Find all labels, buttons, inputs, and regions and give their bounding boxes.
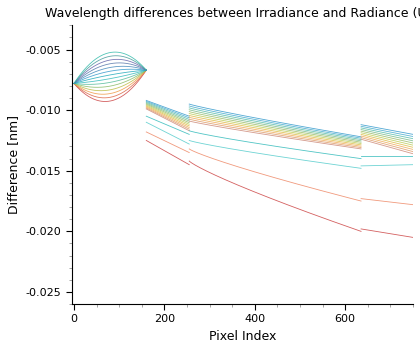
X-axis label: Pixel Index: Pixel Index	[209, 330, 276, 343]
Y-axis label: Difference [nm]: Difference [nm]	[7, 115, 20, 214]
Title: Wavelength differences between Irradiance and Radiance (UV): Wavelength differences between Irradianc…	[45, 7, 420, 20]
